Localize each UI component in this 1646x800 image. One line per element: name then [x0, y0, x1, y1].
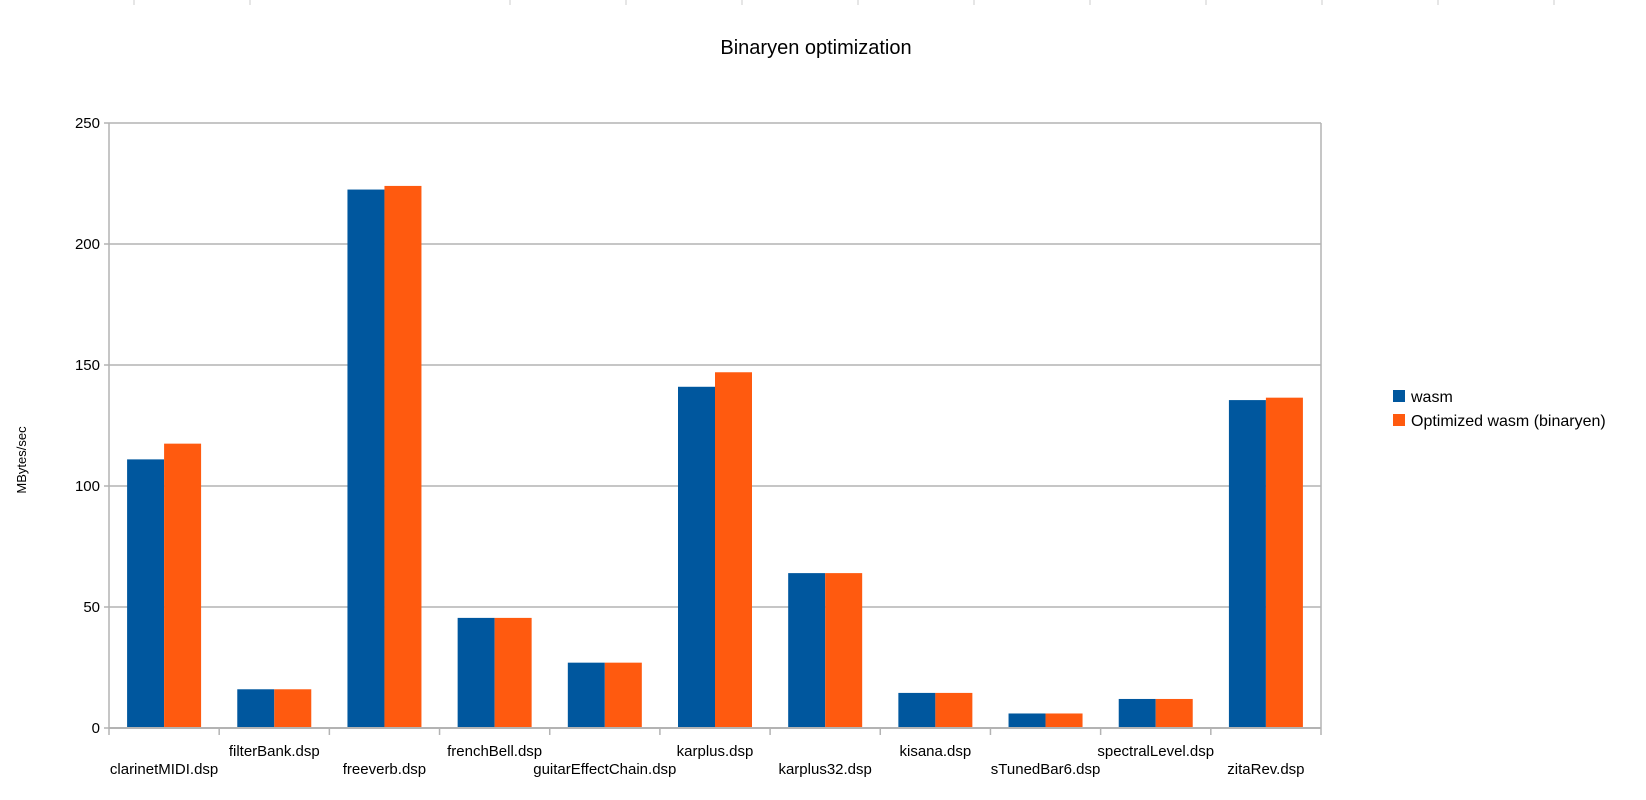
- axes: [104, 122, 1322, 735]
- x-category-label: frenchBell.dsp: [447, 743, 542, 760]
- bar-wasm-2: [347, 189, 385, 729]
- y-tick-label: 100: [75, 478, 100, 495]
- x-category-label: clarinetMIDI.dsp: [110, 761, 218, 778]
- bar-optimized-10: [1265, 397, 1303, 728]
- bar-wasm-3: [457, 617, 495, 728]
- bar-wasm-5: [678, 386, 715, 728]
- legend-swatch-wasm: [1393, 390, 1405, 402]
- x-category-label: karplus32.dsp: [778, 761, 871, 778]
- x-category-label: spectralLevel.dsp: [1097, 743, 1214, 760]
- y-tick-label: 0: [92, 720, 100, 737]
- x-category-label: guitarEffectChain.dsp: [533, 761, 676, 778]
- y-tick-label: 200: [75, 236, 100, 253]
- bar-optimized-4: [604, 662, 642, 728]
- bar-optimized-7: [935, 692, 973, 728]
- bar-wasm-9: [1118, 698, 1156, 728]
- bar-optimized-3: [494, 617, 532, 728]
- bar-wasm-10: [1228, 400, 1266, 728]
- chart-title: Binaryen optimization: [720, 37, 911, 59]
- bar-optimized-0: [164, 443, 202, 728]
- y-tick-label: 50: [83, 599, 100, 616]
- bar-wasm-4: [567, 662, 605, 728]
- bar-optimized-6: [825, 573, 863, 728]
- legend-label-wasm: wasm: [1410, 389, 1453, 406]
- x-category-label: filterBank.dsp: [229, 743, 320, 760]
- bar-optimized-1: [274, 689, 312, 728]
- bar-optimized-9: [1155, 698, 1193, 728]
- y-tick-labels: 0 50 100 150 200 250: [75, 115, 100, 737]
- legend: wasm Optimized wasm (binaryen): [1393, 389, 1606, 430]
- x-category-label: karplus.dsp: [677, 743, 754, 760]
- y-tick-label: 150: [75, 357, 100, 374]
- legend-swatch-optimized: [1393, 414, 1405, 426]
- legend-label-optimized: Optimized wasm (binaryen): [1411, 413, 1606, 430]
- x-category-label: sTunedBar6.dsp: [991, 761, 1101, 778]
- bar-wasm-0: [127, 459, 165, 728]
- bars: [127, 185, 1303, 729]
- x-category-label: kisana.dsp: [900, 743, 972, 760]
- x-category-label: zitaRev.dsp: [1227, 761, 1304, 778]
- bar-wasm-6: [788, 573, 826, 728]
- bar-wasm-8: [1008, 713, 1046, 728]
- x-category-label: freeverb.dsp: [343, 761, 426, 778]
- bar-optimized-8: [1045, 713, 1083, 728]
- bar-wasm-7: [898, 692, 936, 728]
- bar-optimized-5: [715, 372, 752, 728]
- top-edge-ticks: [133, 0, 1555, 5]
- bar-optimized-2: [384, 185, 422, 729]
- y-axis-label: MBytes/sec: [14, 426, 29, 494]
- y-tick-label: 250: [75, 115, 100, 132]
- x-category-labels: clarinetMIDI.dsp filterBank.dsp freeverb.d…: [110, 743, 1305, 778]
- bar-wasm-1: [237, 689, 275, 728]
